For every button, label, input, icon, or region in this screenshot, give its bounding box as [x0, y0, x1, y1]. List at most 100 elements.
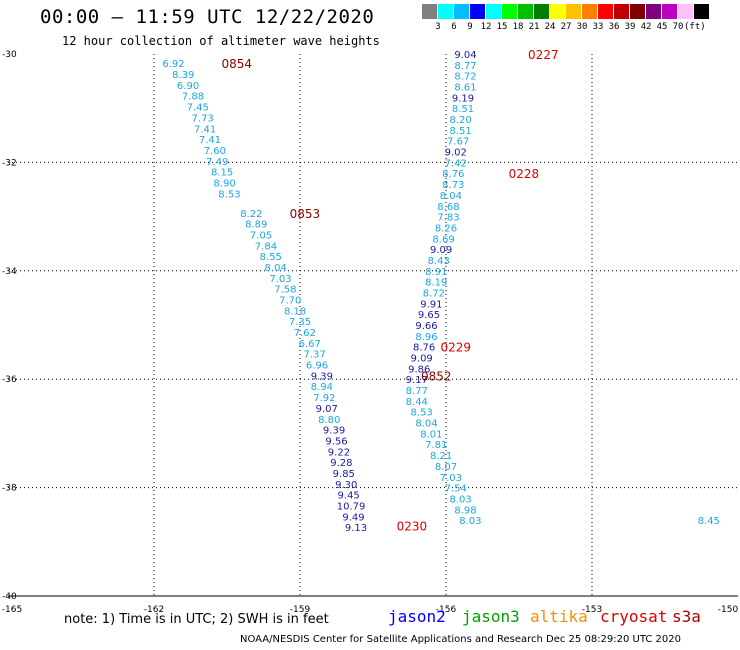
wave-height-value: 8.96: [415, 332, 437, 343]
wave-height-value: 8.43: [428, 256, 450, 267]
wave-height-value: 8.76: [413, 343, 435, 354]
legend-label: 18: [512, 22, 524, 32]
wave-height-value: 8.76: [442, 169, 464, 180]
wave-height-value: 8.03: [449, 494, 471, 505]
x-tick-label: -159: [290, 605, 311, 615]
wave-height-value: 9.39: [311, 371, 333, 382]
wave-height-value: 7.35: [289, 317, 311, 328]
satellite-jason3: jason3: [462, 607, 520, 626]
page-subtitle: 12 hour collection of altimeter wave hei…: [62, 34, 380, 48]
wave-height-value: 7.84: [255, 241, 277, 252]
legend-label: 33: [592, 22, 604, 32]
wave-height-value: 7.60: [204, 146, 226, 157]
legend-swatch: [470, 4, 486, 19]
legend-label: 70: [672, 22, 684, 32]
legend-label: 6: [451, 22, 457, 32]
wave-height-value: 7.03: [440, 473, 462, 484]
wave-height-value: 8.04: [415, 419, 437, 430]
wave-height-value: 9.45: [338, 491, 360, 502]
wave-height-value: 6.90: [177, 81, 199, 92]
legend-swatch: [454, 4, 470, 19]
wave-height-value: 8.80: [318, 415, 340, 426]
legend-swatch: [550, 4, 566, 19]
pass-time-label: 0853: [290, 207, 321, 221]
wave-height-value: 9.86: [408, 364, 430, 375]
wave-height-value: 6.96: [306, 361, 328, 372]
footnote: note: 1) Time is in UTC; 2) SWH is in fe…: [64, 612, 329, 627]
legend-label: 42: [640, 22, 652, 32]
wave-height-value: 8.55: [260, 252, 282, 263]
wave-height-value: 8.20: [449, 115, 471, 126]
legend-swatch: [566, 4, 582, 19]
legend-label: 24: [544, 22, 556, 32]
y-tick-label: -30: [2, 50, 17, 60]
legend-label: (ft): [684, 22, 706, 32]
legend-swatch: [502, 4, 518, 19]
wave-height-value: 8.51: [449, 126, 471, 137]
wave-height-value: 6.92: [162, 59, 184, 70]
wave-height-value: 8.94: [311, 382, 333, 393]
wave-height-value: 8.91: [425, 267, 447, 278]
wave-height-value: 8.53: [218, 189, 240, 200]
wave-height-value: 9.09: [430, 245, 452, 256]
wave-height-value: 9.19: [452, 93, 474, 104]
legend-swatch: [598, 4, 614, 19]
wave-height-value: 7.42: [445, 158, 467, 169]
legend-label: 27: [560, 22, 572, 32]
wave-height-value: 8.39: [172, 70, 194, 81]
y-tick-label: -40: [2, 592, 17, 602]
wave-height-value: 7.45: [187, 103, 209, 114]
wave-height-value: 7.83: [437, 213, 459, 224]
wave-height-value: 9.66: [415, 321, 437, 332]
wave-height-value: 7.05: [250, 230, 272, 241]
wave-height-value: 8.68: [437, 202, 459, 213]
satellite-jason2: jason2: [388, 607, 446, 626]
wave-height-value: 7.70: [279, 296, 301, 307]
wave-height-value: 8.45: [698, 516, 720, 527]
legend-swatch: [518, 4, 534, 19]
legend-label: 15: [496, 22, 508, 32]
wave-height-value: 8.73: [442, 180, 464, 191]
wave-height-value: 8.07: [435, 462, 457, 473]
wave-height-value: 7.67: [447, 137, 469, 148]
legend-swatch: [582, 4, 598, 19]
pass-time-label: 0229: [440, 341, 471, 355]
wave-height-value: 8.44: [406, 397, 428, 408]
wave-height-value: 8.01: [420, 429, 442, 440]
wave-height-value: 8.90: [213, 178, 235, 189]
wave-height-value: 8.21: [430, 451, 452, 462]
wave-height-value: 8.98: [454, 505, 476, 516]
pass-time-label: 0228: [509, 167, 540, 181]
wave-height-value: 8.51: [452, 104, 474, 115]
legend-swatch: [486, 4, 502, 19]
wave-height-value: 8.26: [435, 223, 457, 234]
wave-height-value: 9.28: [330, 458, 352, 469]
wave-height-value: 9.22: [328, 447, 350, 458]
legend-label: 9: [467, 22, 473, 32]
x-tick-label: -156: [436, 605, 457, 615]
wave-height-value: 6.67: [299, 339, 321, 350]
legend-swatch: [438, 4, 454, 19]
legend-label: 21: [528, 22, 540, 32]
legend-swatch: [630, 4, 646, 19]
wave-height-value: 7.81: [425, 440, 447, 451]
wave-height-value: 9.02: [445, 148, 467, 159]
wave-height-value: 8.72: [423, 288, 445, 299]
wave-height-value: 9.39: [323, 426, 345, 437]
y-tick-label: -34: [2, 267, 17, 277]
wave-height-value: 9.13: [345, 523, 367, 534]
legend-label: 3: [435, 22, 441, 32]
legend-label: 39: [624, 22, 636, 32]
wave-height-value: 7.41: [194, 124, 216, 135]
wave-height-value: 8.72: [454, 72, 476, 83]
wave-height-value: 9.30: [335, 480, 357, 491]
credit-line: NOAA/NESDIS Center for Satellite Applica…: [240, 634, 682, 645]
wave-height-value: 7.37: [303, 350, 325, 361]
pass-time-label: 0230: [397, 520, 428, 534]
pass-time-label: 0227: [528, 48, 559, 62]
wave-height-value: 9.49: [342, 512, 364, 523]
x-tick-label: -162: [144, 605, 164, 615]
wave-height-value: 7.54: [445, 484, 467, 495]
satellite-s3a: s3a: [672, 607, 701, 626]
